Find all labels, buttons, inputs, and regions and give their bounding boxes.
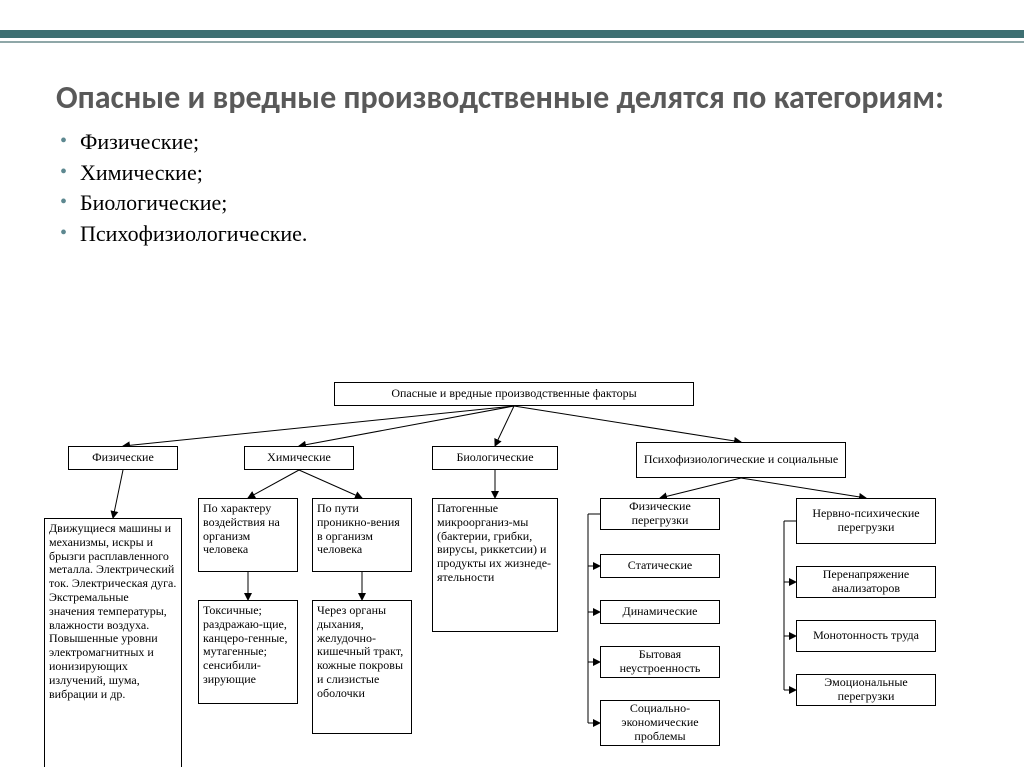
diagram-node-chem1: По характеру воздействия на организм чел… — [198, 498, 298, 572]
bullet-item: Физические; — [56, 127, 968, 158]
diagram-node-psyL1: Статические — [600, 554, 720, 578]
diagram-node-psyR2: Монотонность труда — [796, 620, 936, 652]
diagram-node-bio: Биологические — [432, 446, 558, 470]
diagram-node-chem1a: Токсичные; раздражаю-щие, канцеро-генные… — [198, 600, 298, 704]
bullet-item: Психофизиологические. — [56, 219, 968, 250]
diagram-node-phys: Физические — [68, 446, 178, 470]
diagram-node-psyL2: Динамические — [600, 600, 720, 624]
diagram-node-phys1: Движущиеся машины и механизмы, искры и б… — [44, 518, 182, 767]
slide-body: Опасные и вредные производственные делят… — [0, 80, 1024, 250]
diagram-node-psyL4: Социально-экономические проблемы — [600, 700, 720, 746]
header-accent — [0, 0, 1024, 42]
header-bar-thick — [0, 30, 1024, 38]
diagram-node-root: Опасные и вредные производственные факто… — [334, 382, 694, 406]
bullet-item: Биологические; — [56, 188, 968, 219]
diagram-node-bio1: Патогенные микроорганиз-мы (бактерии, гр… — [432, 498, 558, 632]
diagram-node-psyR: Нервно-психические перегрузки — [796, 498, 936, 544]
slide-title: Опасные и вредные производственные делят… — [56, 80, 968, 117]
diagram-node-psyL3: Бытовая неустроенность — [600, 646, 720, 678]
diagram-node-psyL: Физические перегрузки — [600, 498, 720, 530]
diagram-node-chem2a: Через органы дыхания, желудочно-кишечный… — [312, 600, 412, 734]
diagram-node-psyR1: Перенапряжение анализаторов — [796, 566, 936, 598]
diagram-node-chem2: По пути проникно-вения в организм челове… — [312, 498, 412, 572]
diagram-node-chem: Химические — [244, 446, 354, 470]
factors-diagram: Опасные и вредные производственные факто… — [44, 382, 984, 767]
diagram-node-psy: Психофизиологические и социальные — [636, 442, 846, 478]
diagram-node-psyR3: Эмоциональные перегрузки — [796, 674, 936, 706]
header-bar-thin — [0, 41, 1024, 43]
bullet-list: Физические; Химические; Биологические; П… — [56, 127, 968, 250]
bullet-item: Химические; — [56, 158, 968, 189]
